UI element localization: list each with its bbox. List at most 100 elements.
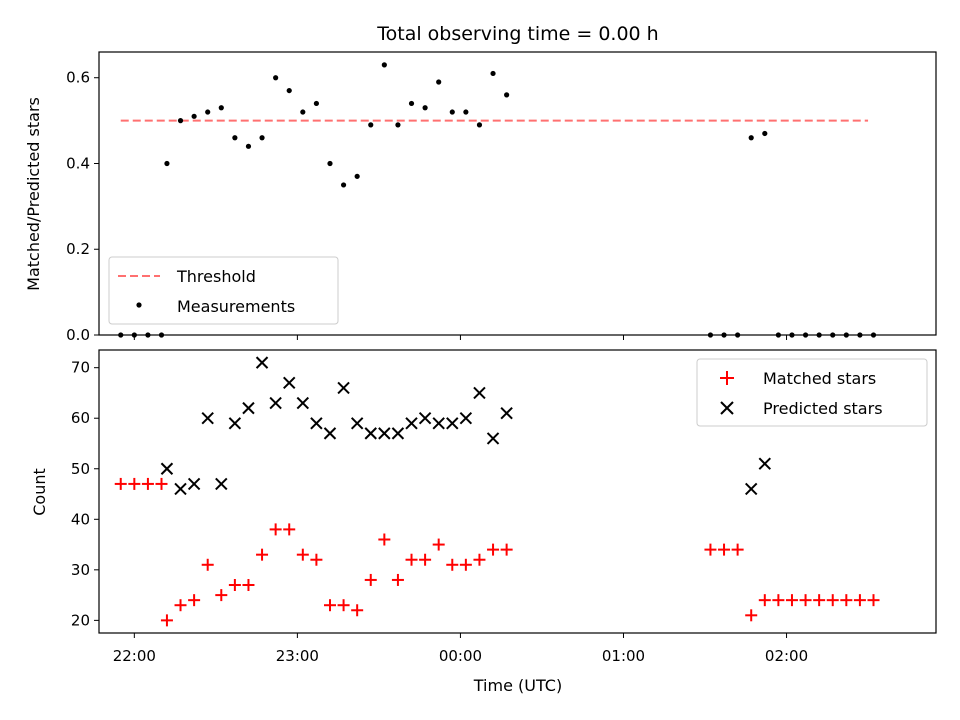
predicted-point: [283, 376, 296, 390]
predicted-point: [758, 457, 772, 470]
top-y-tick-label: 0.6: [66, 69, 90, 87]
predicted-point: [187, 477, 201, 491]
matched-point: [391, 573, 404, 586]
top-x-axis-ticks: [133, 335, 788, 340]
bottom-panel: 20 30 40 50 60 70 22:00 23:00 00:00 01:00 02:00 C…: [30, 349, 937, 695]
predicted-point: [160, 462, 174, 475]
predicted-point: [418, 412, 432, 425]
matched-point: [337, 599, 350, 612]
predicted-point: [446, 417, 459, 430]
measurement-point: [368, 122, 374, 128]
matched-point: [228, 578, 241, 591]
top-y-tick-label: 0.0: [66, 326, 90, 344]
bottom-y-axis: 20 30 40 50 60 70: [71, 359, 99, 629]
top-y-tick-label: 0.4: [66, 154, 90, 172]
predicted-point: [473, 386, 486, 400]
matched-point: [215, 589, 228, 602]
top-plot-frame: [98, 51, 937, 336]
matched-point: [718, 543, 731, 556]
bottom-y-tick-label: 60: [71, 409, 90, 427]
measurement-point: [504, 92, 510, 98]
matched-point: [256, 548, 269, 561]
predicted-point: [242, 401, 255, 415]
predicted-point: [459, 412, 473, 425]
measurement-point: [381, 62, 387, 68]
predicted-point: [323, 427, 337, 440]
matched-point: [378, 533, 391, 546]
matched-point: [419, 553, 432, 566]
matched-point: [500, 543, 513, 556]
measurement-point: [191, 113, 197, 119]
measurement-point: [748, 135, 754, 141]
predicted-point: [174, 482, 187, 496]
bottom-plot-marks: [114, 356, 880, 627]
predicted-point: [215, 477, 228, 491]
predicted-point: [296, 396, 310, 410]
matched-point: [296, 548, 309, 561]
legend-matched-label: Matched stars: [763, 369, 876, 388]
measurement-point: [313, 100, 320, 107]
measurement-point: [395, 122, 401, 128]
matched-point: [188, 594, 201, 607]
measurement-point: [340, 182, 347, 188]
matched-point: [141, 477, 154, 490]
matched-point: [772, 594, 785, 607]
measurement-point: [205, 109, 211, 115]
matched-point: [114, 477, 127, 490]
predicted-point: [486, 432, 500, 445]
matched-point: [269, 523, 282, 536]
matched-point: [174, 599, 187, 612]
measurement-point: [259, 135, 265, 141]
measurement-point: [300, 109, 306, 115]
matched-point: [867, 594, 880, 607]
matched-point: [446, 558, 459, 571]
top-y-tick-label: 0.2: [66, 240, 90, 258]
x-tick-label: 23:00: [276, 647, 319, 665]
bottom-y-tick-label: 70: [71, 359, 90, 377]
top-plot-marks: [118, 62, 877, 338]
x-tick-label: 22:00: [113, 647, 156, 665]
bottom-legend: Matched stars Predicted stars: [696, 358, 928, 427]
measurement-point: [408, 100, 415, 107]
measurement-point: [476, 122, 483, 128]
matched-point: [432, 538, 445, 551]
predicted-point: [228, 417, 242, 430]
predicted-point: [405, 417, 418, 430]
bottom-y-tick-label: 20: [71, 611, 90, 629]
top-y-axis-label: Matched/Predicted stars: [24, 97, 43, 291]
matched-point: [487, 543, 500, 556]
matched-point: [853, 594, 866, 607]
predicted-point: [745, 482, 758, 496]
matched-point: [310, 553, 323, 566]
measurement-point: [286, 87, 292, 94]
predicted-point: [310, 417, 323, 430]
legend-predicted-label: Predicted stars: [763, 399, 883, 418]
matched-point: [160, 614, 173, 627]
measurement-point: [354, 173, 360, 179]
matched-point: [364, 573, 377, 586]
x-tick-label: 02:00: [765, 647, 808, 665]
predicted-point: [350, 417, 364, 430]
legend-predicted-swatch: [720, 401, 734, 415]
legend-measurements-label: Measurements: [177, 297, 295, 316]
legend-measurements-swatch: [136, 302, 142, 308]
bottom-plot-frame: [98, 349, 937, 634]
measurement-point: [422, 105, 428, 111]
measurement-point: [449, 109, 455, 115]
measurement-point: [273, 75, 279, 81]
matched-point: [745, 609, 758, 622]
matched-point: [731, 543, 744, 556]
measurement-point: [177, 118, 184, 124]
matched-point: [283, 523, 296, 536]
x-axis-label: Time (UTC): [473, 676, 562, 695]
bottom-x-axis: 22:00 23:00 00:00 01:00 02:00: [113, 633, 808, 665]
matched-point: [459, 558, 472, 571]
matched-point: [128, 477, 141, 490]
predicted-point: [432, 417, 445, 430]
matched-point: [351, 604, 364, 617]
predicted-point: [255, 356, 269, 369]
x-tick-label: 01:00: [602, 647, 645, 665]
matched-point: [704, 543, 717, 556]
measurement-point: [463, 109, 469, 115]
